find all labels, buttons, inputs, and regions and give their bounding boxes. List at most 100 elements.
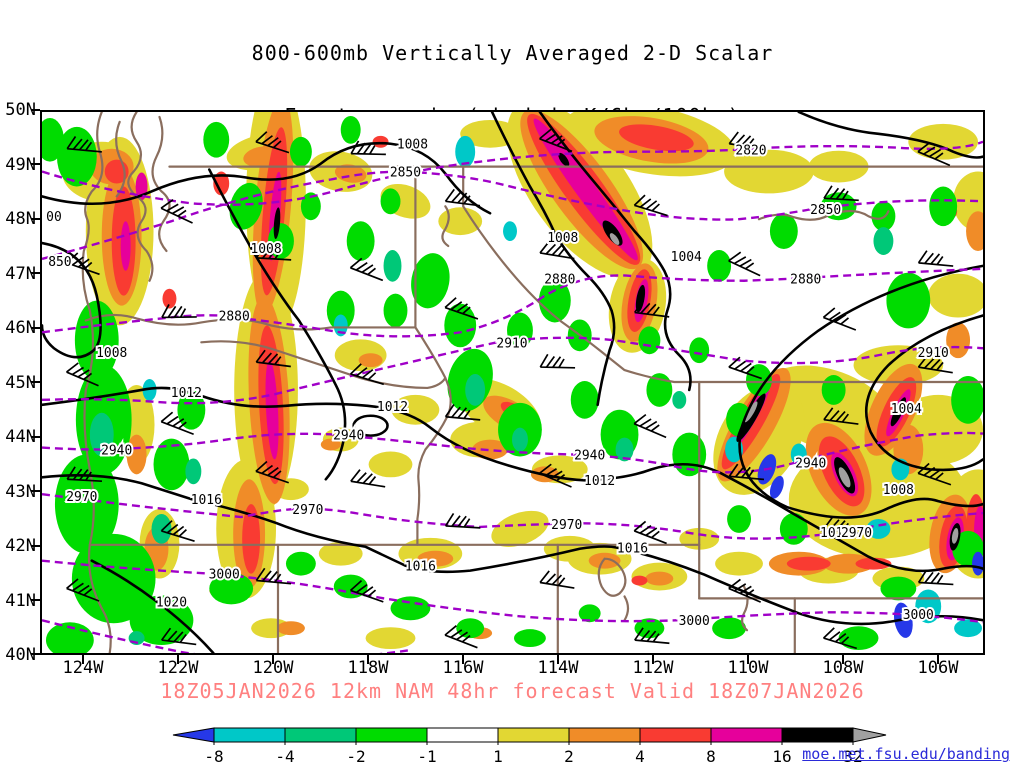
mslp-label: 1016 [617,542,648,557]
lat-tick [31,218,40,220]
lon-label-124w: 124W [62,658,104,678]
lat-label-49n: 49N [5,155,36,175]
lat-tick [31,490,40,492]
mslp-label: 1004 [671,250,702,265]
site-link[interactable]: moe.met.fsu.edu/banding [802,745,1010,763]
lon-label-120w: 120W [252,658,294,678]
mslp-label: 1008 [397,138,428,153]
lon-label-114w: 114W [537,658,579,678]
height-label: 2880 [544,273,575,288]
mslp-label: 1012 [171,386,202,401]
height-label: 2910 [918,346,949,361]
colorbar-tick-label: 16 [772,747,792,766]
mslp-label: 1012 [584,474,615,489]
colorbar-segment [355,727,428,743]
colorbar-left-arrow [172,727,215,743]
colorbar-segment [639,727,712,743]
lon-tick [82,655,84,664]
mslp-label: 1004 [891,402,922,417]
mslp-label: 1020 [156,595,187,610]
lat-label-47n: 47N [5,264,36,284]
colorbar-segment [710,727,783,743]
title-line-1: 800-600mb Vertically Averaged 2-D Scalar [251,41,774,65]
height-label: 3000 [679,614,710,629]
forecast-map: 1008 1008 1004 1008 1008 00 850 1012 101… [40,110,985,655]
lat-label-40n: 40N [5,645,36,665]
lon-label-112w: 112W [632,658,674,678]
lon-label-106w: 106W [917,658,959,678]
height-contours [42,140,983,653]
mslp-label: 1016 [191,493,222,508]
lat-label-48n: 48N [5,209,36,229]
lon-tick [652,655,654,664]
lat-tick [31,599,40,601]
colorbar-segment [568,727,641,743]
colorbar-tick-label: 8 [706,747,716,766]
colorbar-tick-label: -4 [275,747,295,766]
lon-tick [557,655,559,664]
height-label: 2850 [810,203,841,218]
colorbar-tick-label: 1 [493,747,503,766]
colorbar-tick-label: -1 [417,747,437,766]
height-label: 2880 [219,309,250,324]
frontogenesis-shading [42,112,983,653]
height-label: 2820 [735,144,766,159]
height-label: 2970 [66,490,97,505]
lat-label-42n: 42N [5,536,36,556]
lon-label-108w: 108W [822,658,864,678]
lon-label-110w: 110W [727,658,769,678]
colorbar-segment [497,727,570,743]
lon-tick [367,655,369,664]
colorbar-ticks [213,742,854,745]
colorbar-tick-label: 2 [564,747,574,766]
height-label: 3000 [903,608,934,623]
lat-tick [31,327,40,329]
mslp-label: 1008 [883,483,914,498]
colorbar-tick-label: 32 [843,747,863,766]
mslp-label: 1012 [377,400,408,415]
state-borders [81,112,983,653]
contour-labels: 1008 1008 1004 1008 1008 00 850 1012 101… [44,136,951,631]
colorbar-right-arrow [852,727,887,743]
lat-tick [31,109,40,111]
height-label: 2970 [292,503,323,518]
lat-tick [31,545,40,547]
mslp-contours [42,112,983,653]
lon-label-122w: 122W [157,658,199,678]
colorbar [170,726,892,746]
mslp-label: 1012 [820,526,851,541]
lon-tick [842,655,844,664]
lon-label-116w: 116W [442,658,484,678]
mslp-label: 00 [46,210,62,225]
height-label: 3000 [209,568,240,583]
colorbar-tick-label: 4 [635,747,645,766]
lon-tick [462,655,464,664]
lat-tick [31,381,40,383]
height-label: 2940 [574,448,605,463]
colorbar-segment [781,727,854,743]
lon-label-118w: 118W [347,658,389,678]
height-label: 2940 [333,429,364,444]
lat-label-44n: 44N [5,427,36,447]
lat-label-46n: 46N [5,318,36,338]
lat-tick [31,436,40,438]
colorbar-segment [213,727,286,743]
mslp-label: 1008 [250,242,281,257]
colorbar-tick-label: -2 [346,747,366,766]
mslp-label: 1016 [405,560,436,575]
lat-label-45n: 45N [5,373,36,393]
lon-tick [937,655,939,664]
lat-label-43n: 43N [5,482,36,502]
lon-tick [747,655,749,664]
lat-label-41n: 41N [5,591,36,611]
colorbar-segment [426,727,499,743]
height-label: 2880 [790,273,821,288]
height-label: 2850 [390,166,421,181]
forecast-caption: 18Z05JAN2026 12km NAM 48hr forecast Vali… [160,679,865,703]
lat-tick [31,653,40,655]
mslp-label: 1008 [547,231,578,246]
lat-tick [31,163,40,165]
lat-label-50n: 50N [5,100,36,120]
lon-tick [177,655,179,664]
